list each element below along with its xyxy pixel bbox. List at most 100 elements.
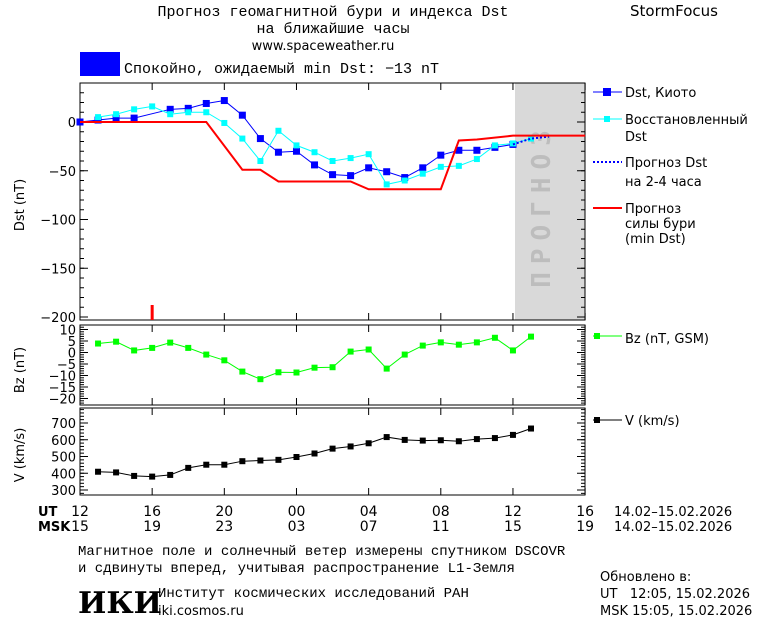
dst-data-point [184,104,192,112]
bz-panel-frame [79,324,586,406]
dst-data-point [166,105,174,113]
title-line2: на ближайшие часы [256,21,409,38]
legend-forecast-2: на 2-4 часа [625,175,702,190]
dst-data-point [419,170,426,177]
dst-ytick-label: −150 [40,262,76,277]
v-data-point [528,425,534,432]
dst-data-point [437,151,445,159]
ut-row-label: UT [38,505,58,520]
site-url[interactable]: www.spaceweather.ru [252,39,395,54]
dst-data-point [419,164,427,172]
ut-tick-label: 12 [504,504,522,520]
msk-tick-label: 19 [576,519,594,535]
v-data-point [311,450,318,457]
bz-data-point [113,338,120,345]
dst-data-point [113,111,120,118]
dst-data-point [329,171,337,179]
dst-data-point [365,164,373,172]
msk-tick-label: 15 [71,519,89,535]
v-data-point [95,468,102,475]
updated-ut: UT 12:05, 15.02.2026 [600,587,750,602]
v-data-point [221,461,228,468]
title-line1: Прогноз геомагнитной бури и индекса Dst [157,4,508,21]
legend-storm-3: (min Dst) [625,232,686,247]
dst-data-point [365,151,372,158]
bz-ytick-label: −15 [49,381,76,396]
bz-data-point [365,346,372,353]
bz-data-point [311,364,318,371]
msk-tick-label: 19 [143,519,161,535]
v-data-point [347,443,354,450]
dst-data-point [311,149,318,156]
dst-data-point [293,142,300,149]
dst-panel-frame [79,82,586,321]
bz-ytick-label: −20 [49,393,76,408]
bz-data-point [131,347,138,354]
institute-url[interactable]: iki.cosmos.ru [158,604,244,619]
ut-tick-label: 00 [288,504,306,520]
ut-tick-label: 12 [71,504,89,520]
bz-data-point [383,365,390,372]
v-data-point [491,435,498,442]
dst-data-point [130,114,138,122]
dst-data-point [329,158,336,164]
v-ylabel: V (km/s) [13,428,28,483]
dst-data-point [220,97,228,105]
bz-ytick-label: −10 [49,370,76,385]
bz-ytick-label: 5 [68,335,76,350]
bz-data-point [293,369,300,376]
msk-tick-label: 07 [360,519,378,535]
v-panel-frame [79,407,586,496]
v-data-point [275,456,282,463]
dst-data-point [455,162,462,169]
bz-ylabel: Bz (nT) [13,347,28,393]
bz-data-point [167,339,174,346]
msk-date-range: 14.02–15.02.2026 [614,520,732,535]
v-data-point [437,437,444,444]
dst-data-point [167,111,174,118]
bz-data-point [275,369,282,376]
dst-data-point [455,146,463,154]
updated-label: Обновлено в: [600,570,691,585]
bz-ytick-label: 0 [68,347,76,362]
ut-date-range: 14.02–15.02.2026 [614,505,732,520]
msk-tick-label: 11 [432,519,450,535]
bz-data-point [149,344,156,351]
v-data-point [185,464,192,471]
status-color-box [80,52,120,76]
msk-tick-label: 03 [288,519,306,535]
legend-bz: Bz (nT, GSM) [625,332,709,347]
legend-v: V (km/s) [625,414,680,429]
dst-ylabel: Dst (nT) [13,179,28,231]
forecast-region-label: ПРОГНОЗ [527,122,557,288]
dst-data-point [383,168,391,176]
bz-data-point [347,348,354,355]
legend-dst-kyoto: Dst, Киото [625,86,696,101]
axis-ticks: 0−50−100−150−2001050−5−10−15−20700600500… [40,82,586,499]
v-data-point [239,458,246,465]
dst-data-point [185,109,192,116]
bz-data-point [509,347,516,354]
dst-data-point [383,181,390,188]
legend: Dst, Киото Восстановленный Dst Прогноз D… [593,86,748,429]
dst-series-line-1 [97,105,532,185]
v-ytick-label: 400 [51,467,76,482]
dst-data-point [292,147,300,155]
dst-data-point [274,148,282,156]
status-text: Спокойно, ожидаемый min Dst: −13 nT [124,61,439,78]
bz-data-point [528,333,534,340]
dst-ytick-label: −50 [49,165,76,180]
v-ytick-label: 300 [51,484,76,499]
footer-line1: Магнитное поле и солнечный ветер измерен… [78,543,566,560]
v-data-point [131,472,138,479]
v-data-point [401,436,408,443]
bz-data-point [203,351,210,358]
dst-data-point [257,158,264,164]
ut-tick-label: 16 [143,504,161,520]
v-data-point [455,438,462,445]
bz-data-point [239,368,246,375]
ut-tick-label: 08 [432,504,450,520]
v-data-point [365,440,372,447]
dst-ytick-label: 0 [68,116,76,131]
